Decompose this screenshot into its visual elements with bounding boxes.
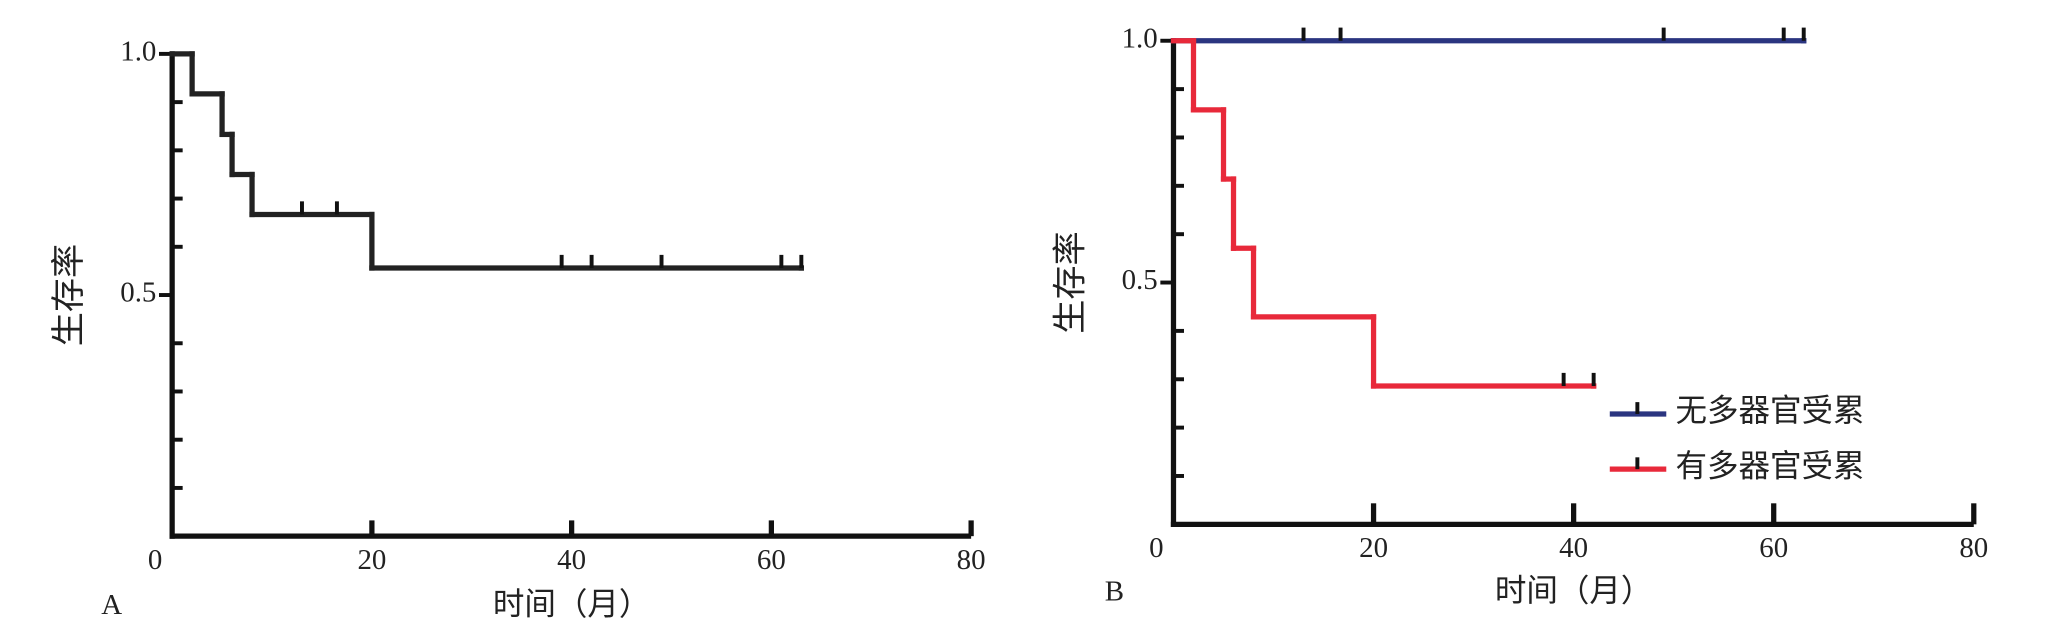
panel-label: B — [1105, 576, 1124, 608]
x-tick-label: 0 — [148, 544, 162, 576]
km-curve — [169, 51, 804, 271]
legend-label: 有多器官受累 — [1675, 448, 1864, 483]
x-tick-label: 20 — [357, 544, 386, 576]
y-tick-label: 0.5 — [1122, 264, 1158, 296]
x-axis-label: 时间（月） — [493, 586, 651, 621]
x-tick-label: 40 — [557, 544, 586, 576]
x-tick-label: 60 — [1759, 532, 1788, 564]
y-axis-label: 生存率 — [50, 244, 88, 346]
y-tick-label: 1.0 — [120, 36, 156, 68]
km-curve — [1170, 38, 1597, 389]
x-tick-label: 60 — [757, 544, 786, 576]
y-axis-label: 生存率 — [1051, 231, 1089, 333]
x-tick-label: 40 — [1559, 532, 1588, 564]
x-tick-label: 20 — [1359, 532, 1388, 564]
panel-label: A — [101, 589, 122, 621]
y-tick-label: 1.0 — [1122, 22, 1158, 54]
x-axis-label: 时间（月） — [1495, 573, 1653, 608]
x-tick-label: 80 — [957, 544, 986, 576]
x-tick-label: 0 — [1149, 532, 1163, 564]
legend-label: 无多器官受累 — [1675, 393, 1864, 428]
y-tick-label: 0.5 — [120, 277, 156, 309]
x-tick-label: 80 — [1959, 532, 1988, 564]
